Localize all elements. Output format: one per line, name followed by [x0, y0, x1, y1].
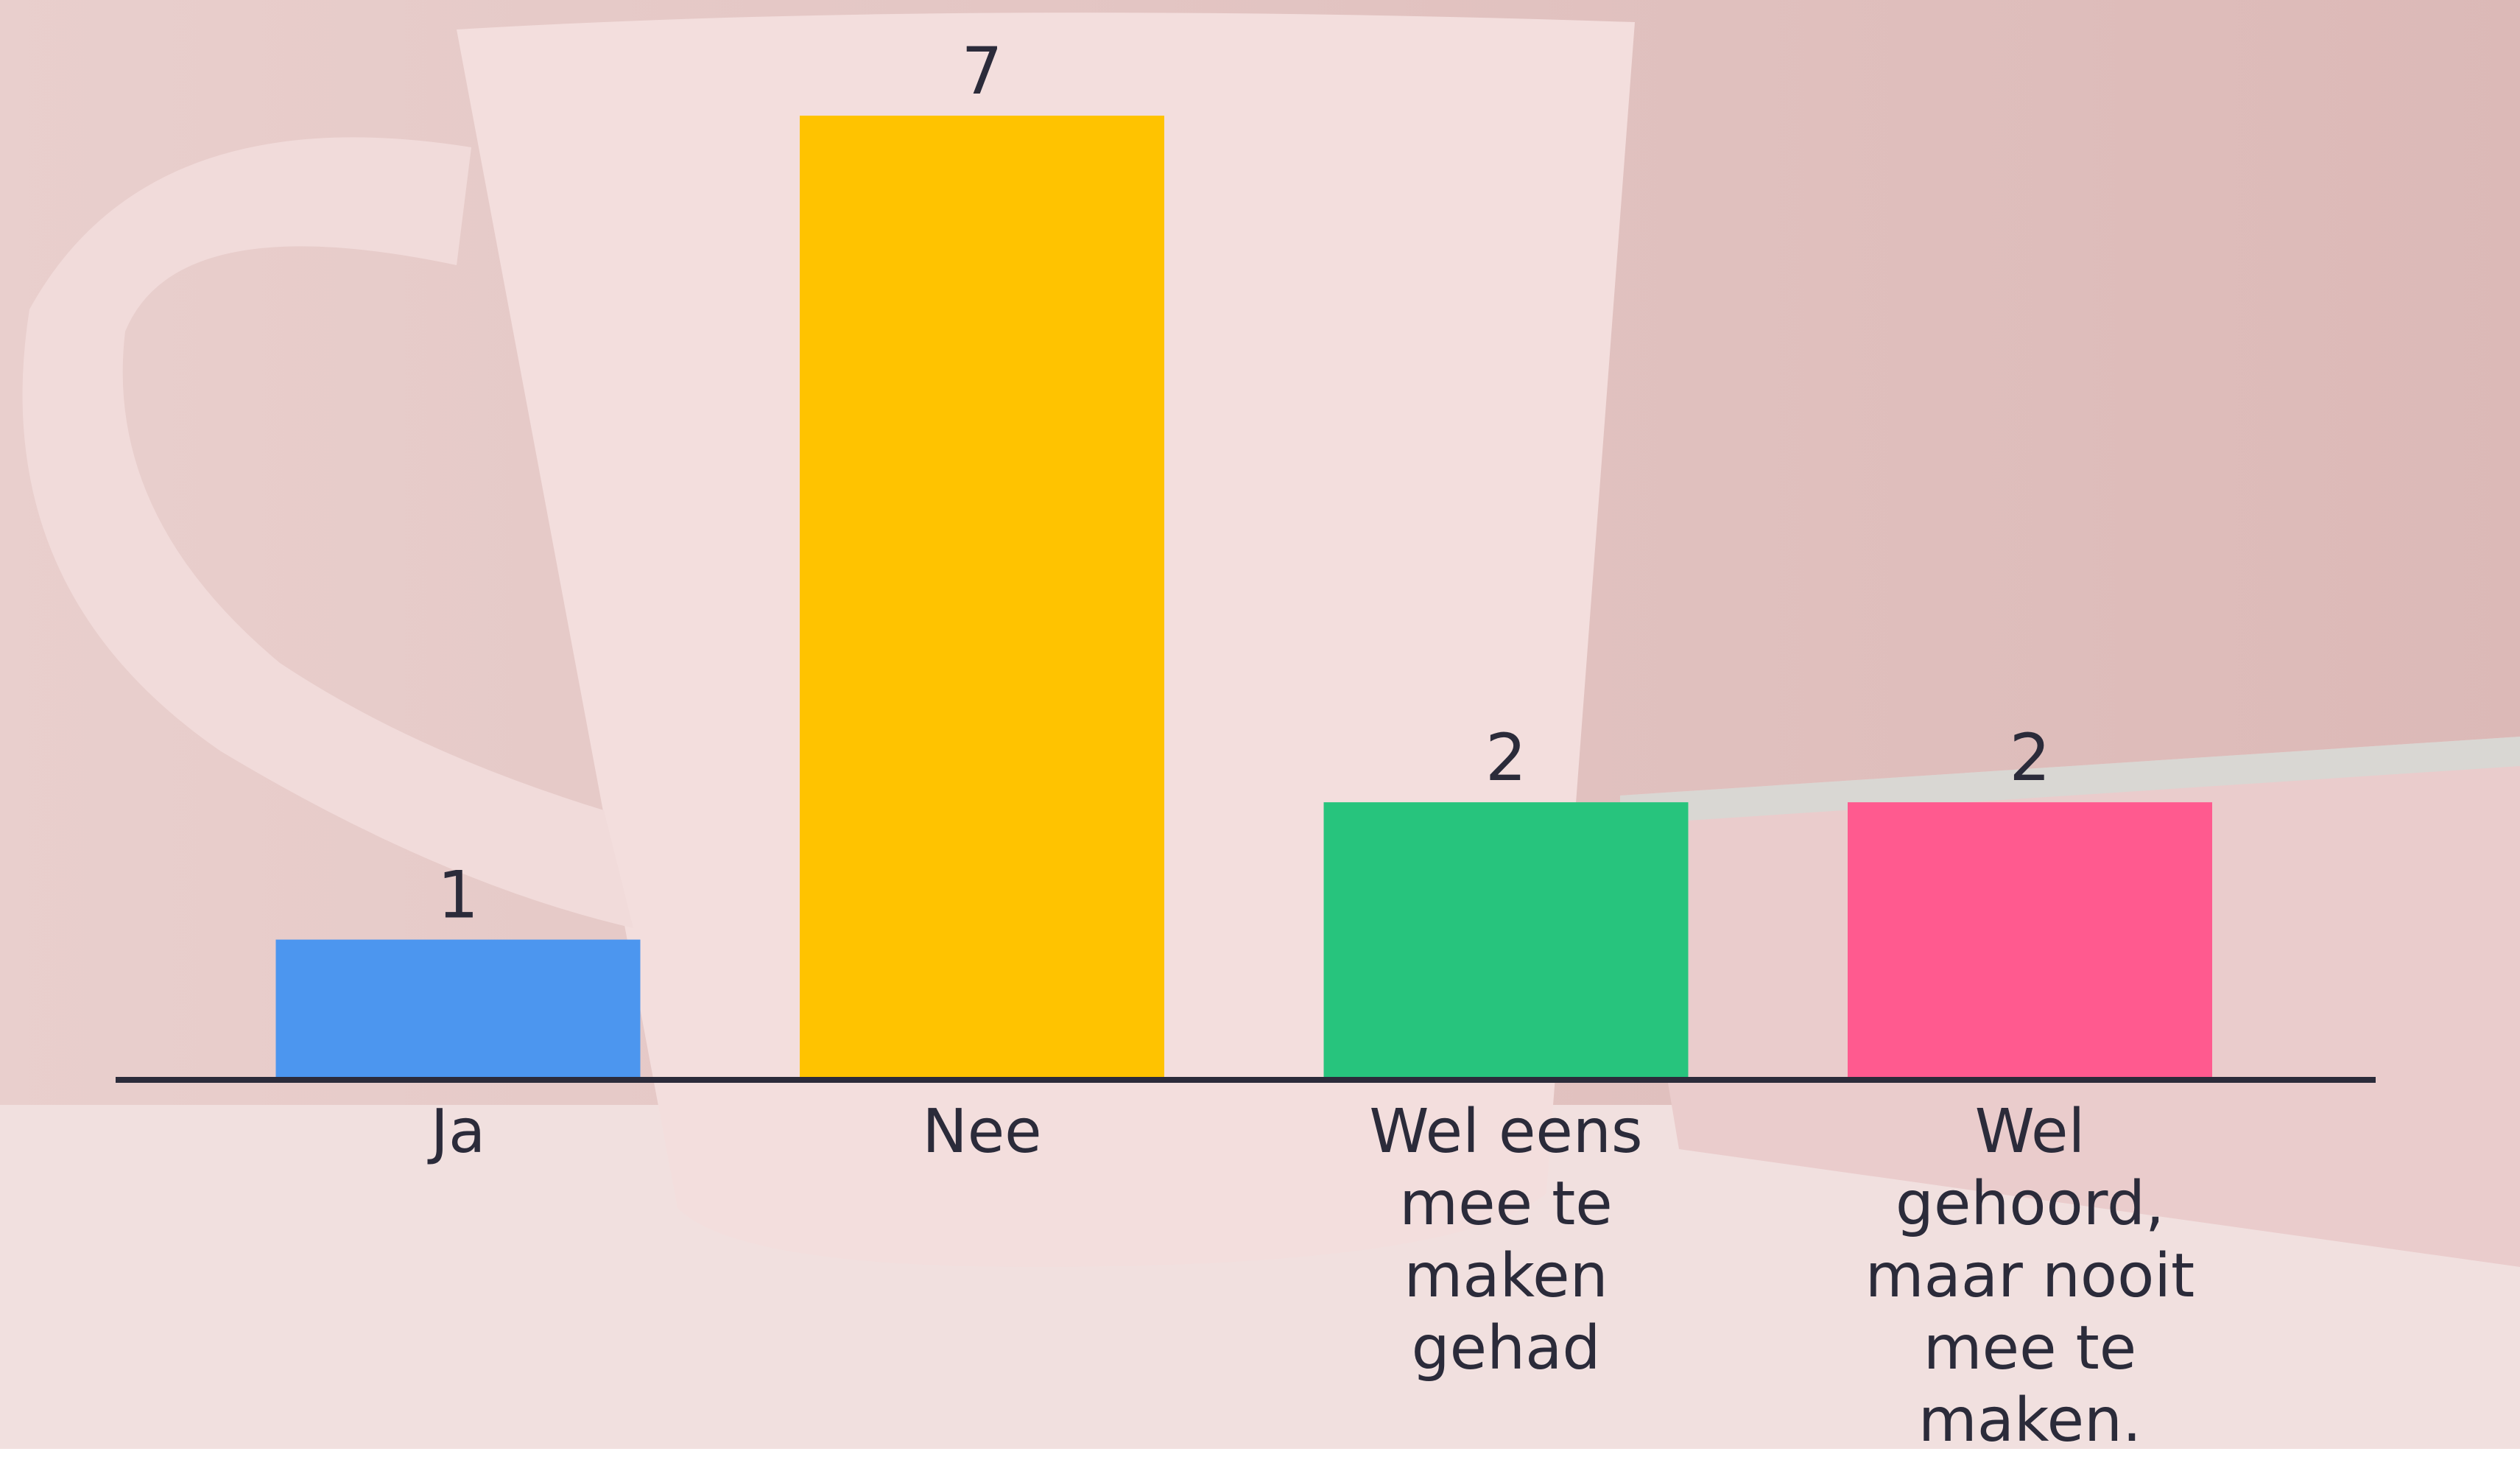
bar [1323, 802, 1689, 1077]
value-label: 7 [962, 33, 1003, 109]
value-label: 2 [2010, 720, 2051, 796]
bar [800, 116, 1164, 1077]
category-label: Ja [430, 1097, 486, 1167]
value-label: 2 [1485, 720, 1527, 796]
category-label: Nee [922, 1097, 1042, 1167]
category-label: Wel gehoord, maar nooit mee te maken. [1865, 1097, 2195, 1456]
category-label: Wel eens mee te maken gehad [1369, 1097, 1643, 1383]
bar [275, 939, 641, 1077]
bar [1848, 802, 2212, 1077]
value-label: 1 [437, 857, 479, 933]
